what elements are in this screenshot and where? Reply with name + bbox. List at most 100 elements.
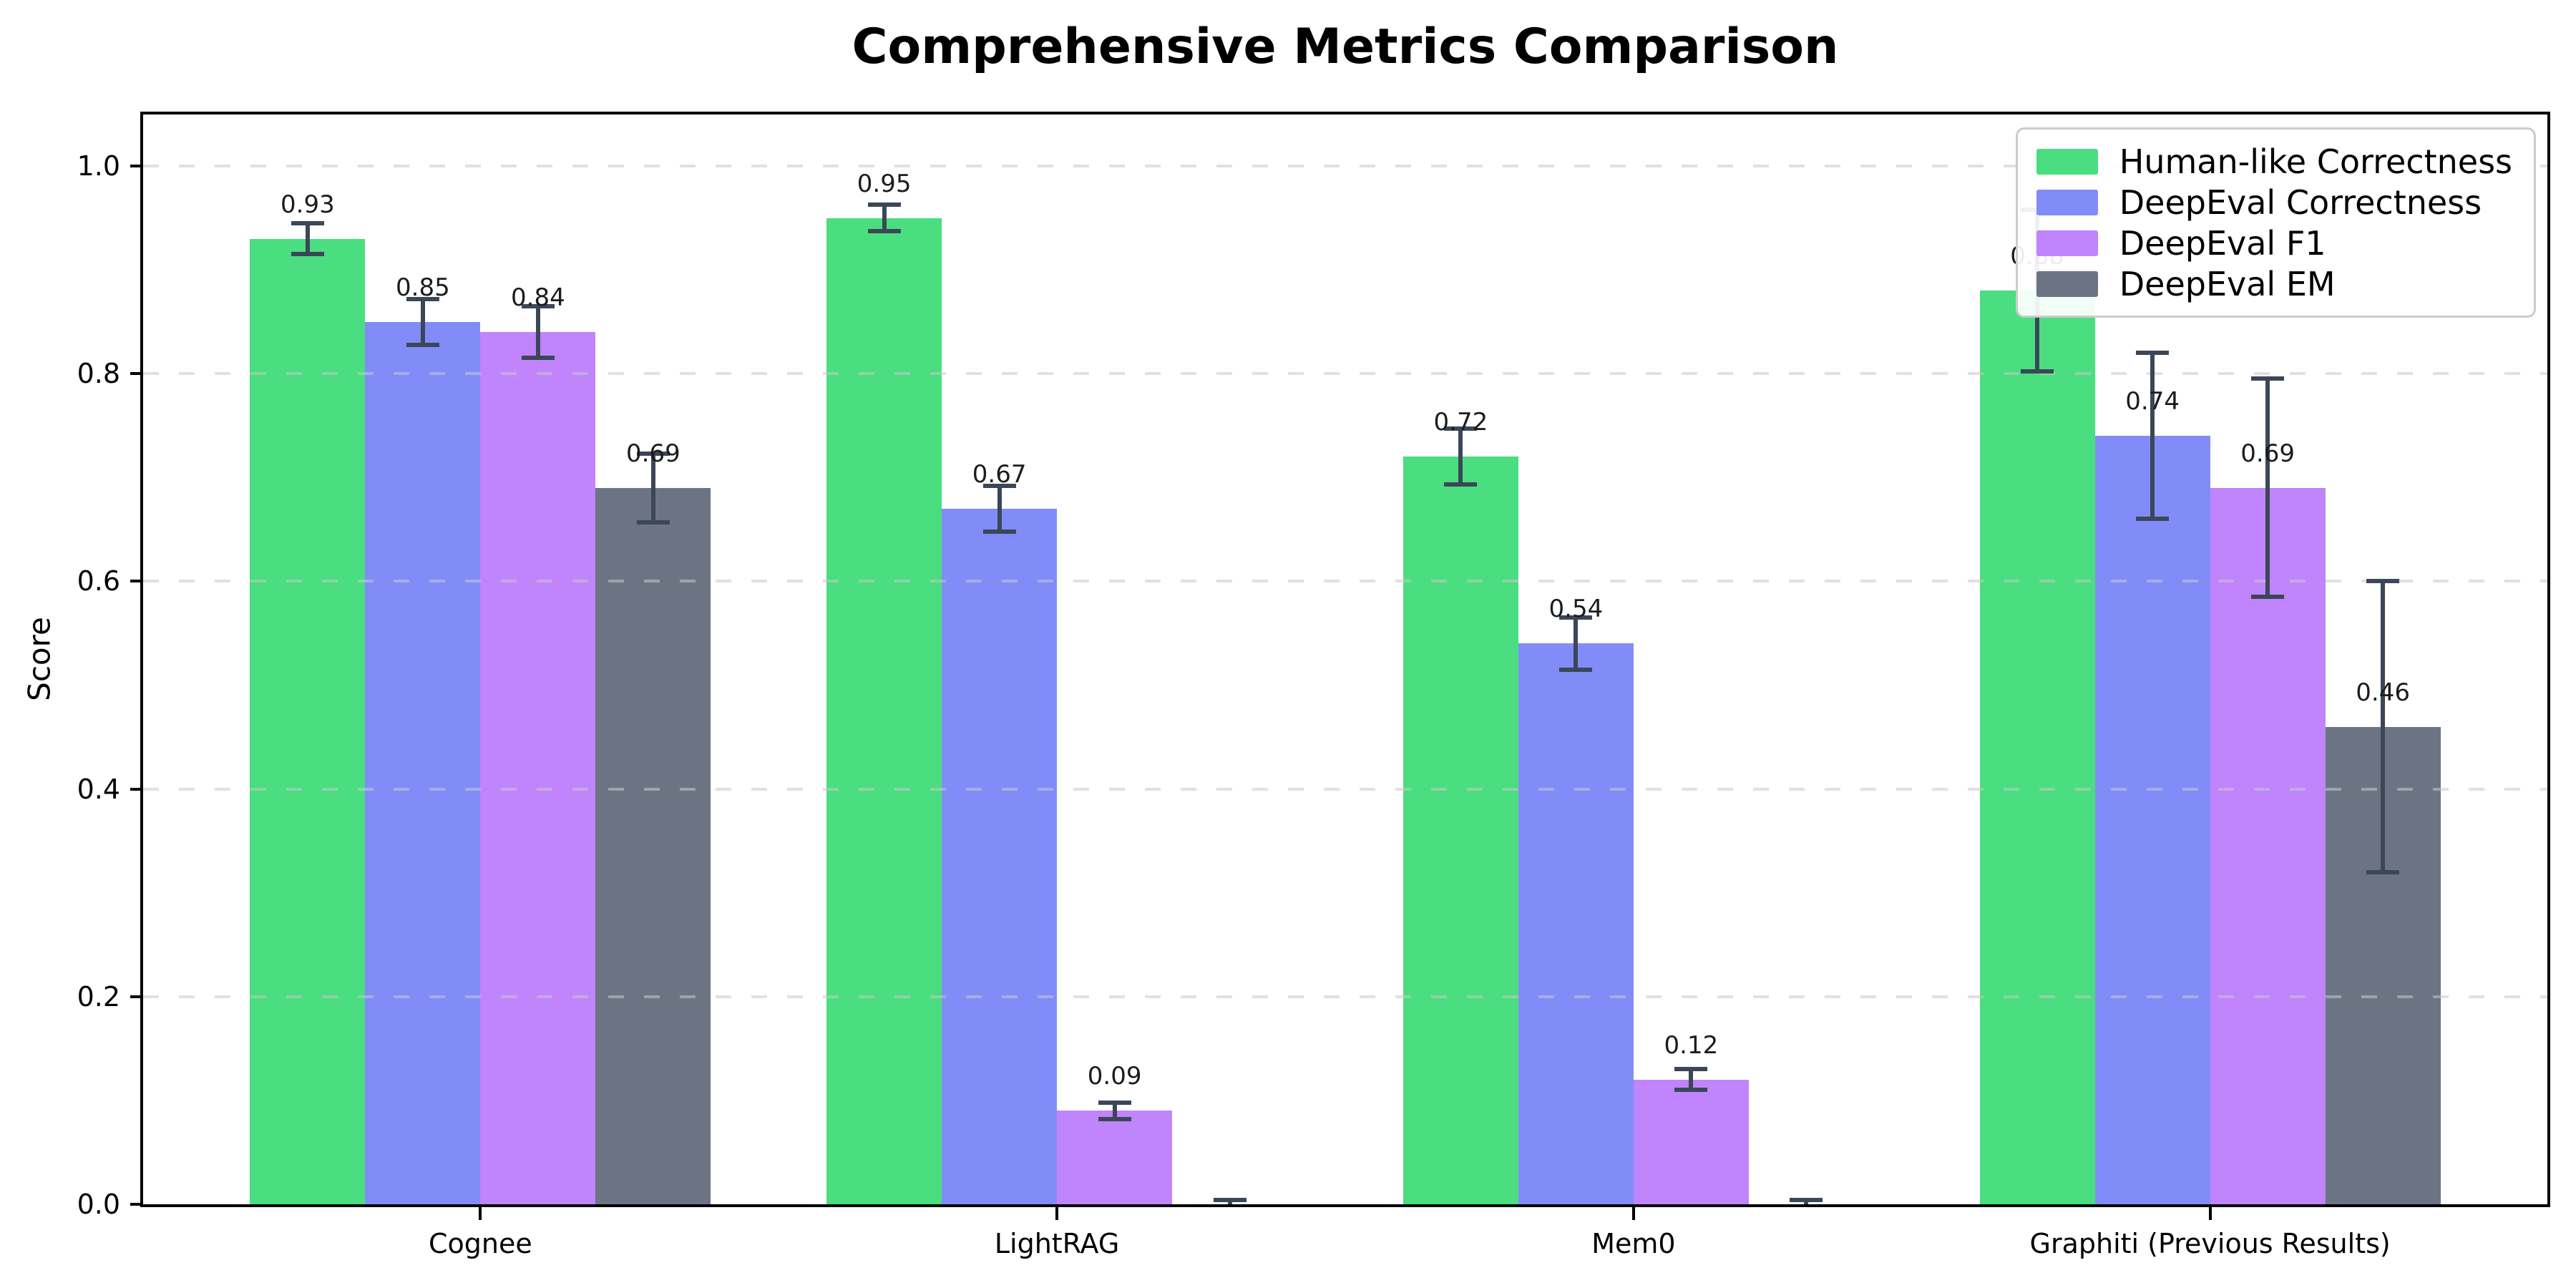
x-tick-label: Graphiti (Previous Results)	[2029, 1228, 2391, 1259]
y-tick-label: 0.2	[77, 980, 120, 1013]
gridline	[143, 372, 2547, 376]
legend-item: Human-like Correctness	[2036, 141, 2512, 182]
error-bar-cap	[1098, 1117, 1131, 1122]
bar	[365, 322, 481, 1204]
error-bar	[650, 453, 655, 522]
bar	[250, 239, 366, 1204]
error-bar-cap	[406, 342, 439, 347]
x-tick-mark	[479, 1207, 482, 1220]
error-bar-cap	[1559, 615, 1593, 620]
error-bar-cap	[1674, 1067, 1708, 1072]
bar	[595, 488, 711, 1204]
error-bar	[882, 204, 887, 232]
legend-label: DeepEval F1	[2119, 223, 2326, 263]
bar	[942, 509, 1058, 1204]
error-bar	[1112, 1102, 1117, 1119]
error-bar-cap	[2251, 376, 2285, 381]
bar	[2210, 488, 2326, 1204]
error-bar	[2150, 353, 2155, 519]
error-bar-cap	[1559, 667, 1593, 672]
error-bar-cap	[1790, 1206, 1823, 1207]
error-bar-cap	[521, 303, 555, 308]
y-tick-mark	[130, 995, 143, 998]
gridline	[143, 165, 2547, 167]
error-bar	[420, 298, 425, 345]
error-bar-cap	[1674, 1088, 1708, 1093]
error-bar-cap	[636, 519, 670, 525]
error-bar	[2265, 379, 2270, 597]
gridline	[143, 995, 2547, 998]
error-bar-cap	[867, 229, 901, 234]
error-bar	[1689, 1069, 1694, 1091]
bar	[1633, 1080, 1749, 1204]
error-bar-cap	[1790, 1198, 1823, 1203]
bar	[2094, 436, 2210, 1204]
chart-title: Comprehensive Metrics Comparison	[852, 19, 1839, 75]
bar	[1979, 291, 2095, 1204]
x-tick-label: Mem0	[1591, 1228, 1676, 1259]
value-label: 0.72	[1433, 408, 1488, 437]
error-bar-cap	[982, 483, 1016, 488]
error-bar	[305, 223, 310, 255]
error-bar-cap	[1098, 1100, 1131, 1105]
y-tick-mark	[130, 372, 143, 376]
value-label: 0.69	[626, 439, 680, 468]
error-bar-cap	[982, 529, 1016, 534]
legend: Human-like Correctness DeepEval Correctne…	[2015, 127, 2536, 318]
error-bar-cap	[291, 220, 324, 225]
error-bar-cap	[406, 296, 439, 301]
error-bar-cap	[636, 451, 670, 456]
legend-item: DeepEval Correctness	[2036, 182, 2512, 223]
value-label: 0.46	[2356, 678, 2410, 707]
legend-label: Human-like Correctness	[2119, 142, 2512, 181]
error-bar	[2381, 581, 2386, 872]
gridline	[143, 787, 2547, 791]
legend-swatch	[2036, 230, 2098, 256]
value-label: 0.09	[1087, 1062, 1142, 1091]
value-label: 0.84	[511, 283, 565, 313]
x-tick-mark	[2208, 1207, 2212, 1220]
x-tick-label: Cognee	[428, 1228, 532, 1259]
y-tick-label: 0.0	[77, 1189, 120, 1220]
error-bar-cap	[1444, 426, 1478, 431]
bar	[480, 332, 596, 1204]
y-axis-label: Score	[21, 617, 57, 701]
bar	[826, 218, 942, 1204]
value-label: 0.12	[1664, 1030, 1719, 1060]
legend-swatch	[2036, 270, 2098, 297]
legend-swatch	[2036, 189, 2098, 215]
bar	[1518, 643, 1634, 1204]
error-bar-cap	[867, 202, 901, 207]
value-label: 0.85	[396, 273, 450, 302]
value-label: 0.93	[280, 190, 335, 219]
y-tick-label: 1.0	[77, 150, 120, 182]
error-bar-cap	[1213, 1198, 1246, 1203]
error-bar-cap	[291, 252, 324, 257]
y-tick-mark	[130, 787, 143, 791]
error-bar-cap	[1444, 482, 1478, 487]
x-tick-mark	[1631, 1207, 1635, 1220]
plot-area: 0.930.950.720.880.850.670.540.740.840.09…	[140, 112, 2550, 1207]
legend-label: DeepEval EM	[2119, 264, 2336, 303]
y-tick-label: 0.6	[77, 565, 120, 597]
value-label: 0.95	[857, 169, 912, 198]
legend-label: DeepEval Correctness	[2119, 182, 2482, 222]
value-label: 0.69	[2240, 439, 2295, 468]
y-tick-label: 0.8	[77, 358, 120, 390]
x-tick-label: LightRAG	[994, 1228, 1120, 1259]
error-bar-cap	[2251, 595, 2285, 600]
error-bar-cap	[2136, 517, 2170, 522]
y-tick-mark	[130, 580, 143, 583]
gridline	[143, 580, 2547, 583]
error-bar-cap	[2136, 351, 2170, 356]
bar	[1057, 1111, 1173, 1204]
x-tick-mark	[1055, 1207, 1059, 1220]
y-tick-mark	[130, 165, 143, 167]
error-bar-cap	[2021, 369, 2054, 374]
value-label: 0.74	[2125, 387, 2180, 416]
y-tick-mark	[130, 1203, 143, 1206]
error-bar	[997, 485, 1002, 532]
error-bar	[535, 306, 540, 358]
legend-item: DeepEval F1	[2036, 223, 2512, 263]
